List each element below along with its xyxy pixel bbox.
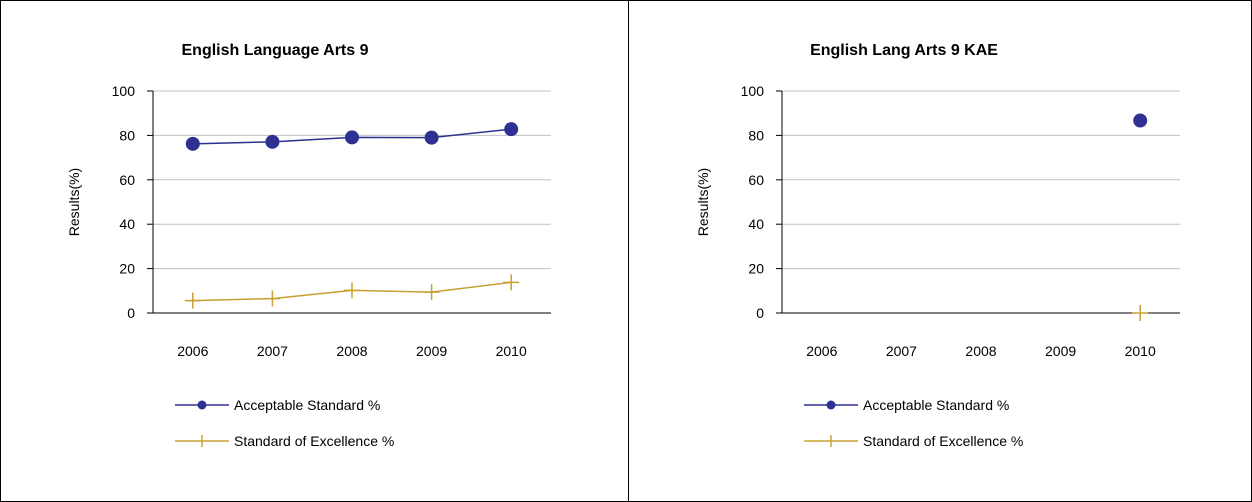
chart-title: English Language Arts 9 <box>182 42 369 59</box>
x-tick-label: 2008 <box>336 343 367 359</box>
data-point-acceptable <box>424 130 439 145</box>
y-axis-title: Results(%) <box>695 168 711 236</box>
x-tick-label: 2006 <box>806 343 837 359</box>
panel-divider <box>628 0 629 502</box>
data-point-acceptable <box>504 122 519 137</box>
x-tick-label: 2007 <box>886 343 917 359</box>
y-tick-label: 0 <box>127 305 135 321</box>
y-axis-title: Results(%) <box>66 168 82 236</box>
x-tick-label: 2009 <box>416 343 447 359</box>
legend-label: Acceptable Standard % <box>234 397 380 413</box>
x-tick-label: 2010 <box>1125 343 1156 359</box>
y-tick-label: 80 <box>119 127 135 143</box>
y-tick-label: 60 <box>119 172 135 188</box>
x-tick-label: 2007 <box>257 343 288 359</box>
y-tick-label: 60 <box>748 172 764 188</box>
y-tick-label: 20 <box>119 261 135 277</box>
legend-label: Standard of Excellence % <box>234 433 394 449</box>
data-point-excellence <box>503 274 520 291</box>
y-tick-label: 100 <box>741 83 765 99</box>
chart-english-lang-arts-9-kae: English Lang Arts 9 KAE Results(%) 0 20 40 60… <box>695 42 1180 449</box>
y-tick-label: 0 <box>756 305 764 321</box>
x-tick-label: 2006 <box>177 343 208 359</box>
x-tick-label: 2008 <box>965 343 996 359</box>
data-point-excellence <box>344 282 360 299</box>
data-point-excellence <box>1132 305 1149 321</box>
y-tick-label: 40 <box>119 216 135 232</box>
y-tick-label: 20 <box>748 261 764 277</box>
legend-marker-circle <box>197 400 207 410</box>
data-point-excellence <box>184 292 201 309</box>
x-tick-label: 2009 <box>1045 343 1076 359</box>
legend-label: Acceptable Standard % <box>863 397 1009 413</box>
data-point-acceptable <box>345 130 359 145</box>
chart-title: English Lang Arts 9 KAE <box>810 42 998 59</box>
legend-label: Standard of Excellence % <box>863 433 1023 449</box>
x-tick-label: 2010 <box>496 343 527 359</box>
data-point-acceptable <box>1133 113 1148 128</box>
y-tick-label: 40 <box>748 216 764 232</box>
chart-english-language-arts-9: English Language Arts 9 Results(%) 0 20 40 60… <box>66 42 551 449</box>
data-point-acceptable <box>185 136 200 151</box>
y-tick-label: 80 <box>748 127 764 143</box>
y-tick-label: 100 <box>112 83 136 99</box>
data-point-excellence <box>423 284 440 301</box>
data-point-excellence <box>264 290 281 307</box>
data-point-acceptable <box>265 134 280 149</box>
legend-marker-circle <box>826 400 836 410</box>
